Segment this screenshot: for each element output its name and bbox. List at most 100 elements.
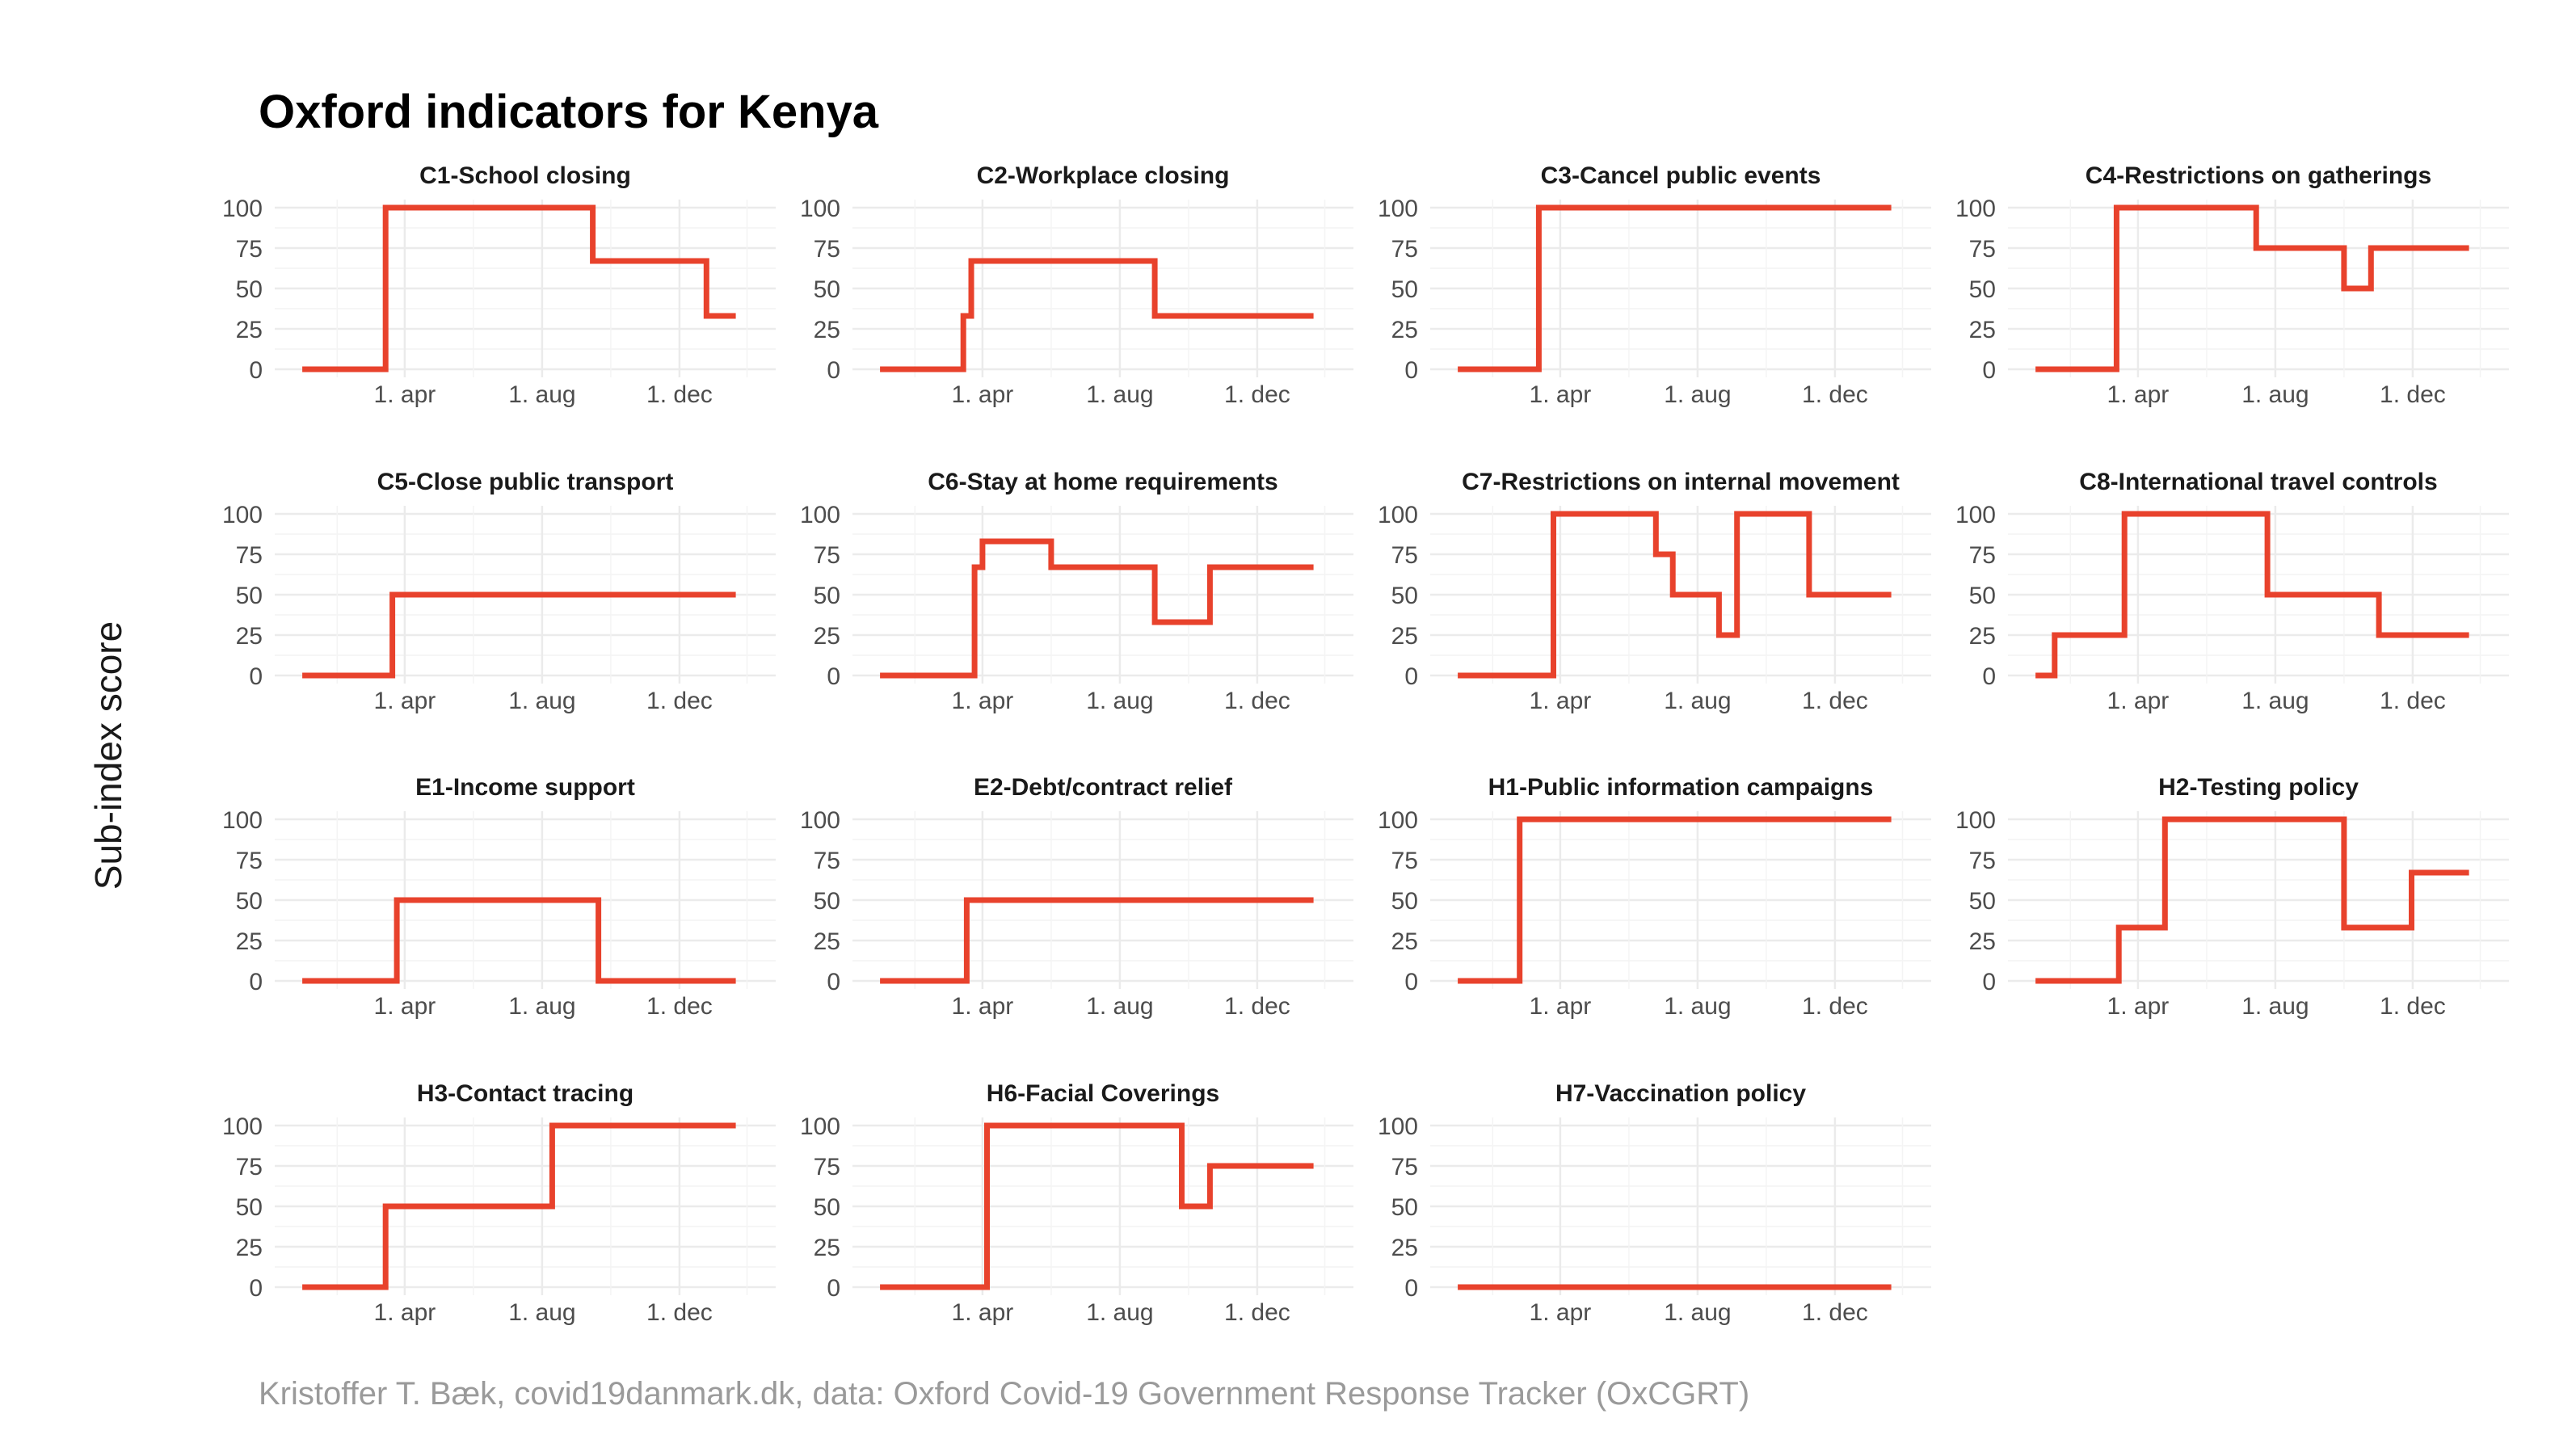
x-tick-label: 1. apr bbox=[2107, 688, 2170, 714]
x-tick-label: 1. dec bbox=[1802, 381, 1868, 408]
y-tick-label: 25 bbox=[236, 928, 263, 955]
y-tick-label: 0 bbox=[249, 969, 263, 995]
x-tick-label: 1. aug bbox=[1086, 381, 1153, 408]
y-tick-label: 25 bbox=[1391, 623, 1418, 650]
panel-title: C6-Stay at home requirements bbox=[928, 469, 1277, 495]
x-tick-label: 1. aug bbox=[2241, 688, 2309, 714]
y-tick-label: 50 bbox=[1969, 276, 1996, 303]
panel: C5-Close public transport 0 25 50 75 100 1. ap… bbox=[222, 469, 776, 714]
panel: H1-Public information campaigns 0 25 50 75 10… bbox=[1378, 774, 1931, 1020]
panel-title: H7-Vaccination policy bbox=[1555, 1080, 1806, 1107]
y-tick-label: 75 bbox=[1969, 236, 1996, 263]
panel-title: H2-Testing policy bbox=[2158, 774, 2359, 801]
y-tick-label: 25 bbox=[1969, 623, 1996, 650]
series-line bbox=[880, 258, 1314, 372]
y-tick-label: 25 bbox=[236, 1235, 263, 1261]
x-tick-label: 1. dec bbox=[1224, 381, 1290, 408]
panel-title: C2-Workplace closing bbox=[977, 162, 1230, 189]
y-tick-label: 100 bbox=[222, 807, 263, 834]
y-tick-label: 25 bbox=[1391, 928, 1418, 955]
y-tick-label: 0 bbox=[1404, 1275, 1418, 1302]
panel: C3-Cancel public events 0 25 50 75 100 1. apr 1… bbox=[1378, 162, 1931, 408]
y-tick-label: 50 bbox=[236, 888, 263, 915]
y-tick-label: 25 bbox=[814, 928, 840, 955]
y-tick-label: 100 bbox=[800, 502, 840, 528]
y-tick-label: 75 bbox=[1391, 848, 1418, 874]
y-tick-label: 25 bbox=[814, 623, 840, 650]
y-tick-label: 75 bbox=[814, 236, 840, 263]
x-tick-label: 1. dec bbox=[646, 688, 713, 714]
series-line bbox=[2035, 816, 2469, 984]
y-tick-label: 75 bbox=[1391, 542, 1418, 569]
series-line bbox=[880, 897, 1314, 984]
y-tick-label: 75 bbox=[1969, 848, 1996, 874]
y-tick-label: 75 bbox=[236, 1154, 263, 1180]
y-tick-label: 25 bbox=[814, 317, 840, 343]
x-tick-label: 1. aug bbox=[1086, 993, 1153, 1020]
x-tick-label: 1. apr bbox=[374, 993, 436, 1020]
x-tick-label: 1. aug bbox=[1664, 688, 1731, 714]
y-tick-label: 50 bbox=[1391, 583, 1418, 609]
x-tick-label: 1. aug bbox=[1664, 381, 1731, 408]
x-tick-label: 1. aug bbox=[1664, 993, 1731, 1020]
x-tick-label: 1. aug bbox=[1086, 1299, 1153, 1326]
x-tick-label: 1. dec bbox=[2380, 993, 2446, 1020]
y-tick-label: 100 bbox=[1955, 807, 1996, 834]
x-tick-label: 1. dec bbox=[646, 381, 713, 408]
y-tick-label: 0 bbox=[827, 969, 840, 995]
x-tick-label: 1. apr bbox=[374, 688, 436, 714]
panel-title: C1-School closing bbox=[419, 162, 631, 189]
x-tick-label: 1. aug bbox=[508, 1299, 575, 1326]
series-line bbox=[1458, 204, 1892, 372]
x-tick-label: 1. dec bbox=[646, 993, 713, 1020]
x-tick-label: 1. apr bbox=[2107, 381, 2170, 408]
panel: C4-Restrictions on gatherings 0 25 50 75 100 1… bbox=[1955, 162, 2509, 408]
series-line bbox=[302, 204, 736, 372]
y-tick-label: 25 bbox=[1391, 1235, 1418, 1261]
series-line bbox=[2035, 204, 2469, 372]
y-tick-label: 0 bbox=[827, 357, 840, 384]
x-tick-label: 1. apr bbox=[374, 1299, 436, 1326]
y-tick-label: 50 bbox=[1391, 888, 1418, 915]
panel: H7-Vaccination policy 0 25 50 75 100 1. apr 1. … bbox=[1378, 1080, 1931, 1326]
panel: H6-Facial Coverings 0 25 50 75 100 1. apr 1. au… bbox=[800, 1080, 1353, 1326]
y-tick-label: 25 bbox=[236, 317, 263, 343]
panel-title: C5-Close public transport bbox=[377, 469, 674, 495]
series-line bbox=[1458, 816, 1892, 984]
x-tick-label: 1. aug bbox=[2241, 381, 2309, 408]
x-tick-label: 1. dec bbox=[1802, 688, 1868, 714]
panel-title: H3-Contact tracing bbox=[417, 1080, 633, 1107]
x-tick-label: 1. apr bbox=[952, 381, 1014, 408]
y-tick-label: 100 bbox=[1378, 502, 1418, 528]
series-line bbox=[880, 538, 1314, 679]
y-tick-label: 75 bbox=[1391, 1154, 1418, 1180]
x-tick-label: 1. aug bbox=[508, 993, 575, 1020]
y-tick-label: 50 bbox=[1391, 276, 1418, 303]
y-tick-label: 100 bbox=[1378, 1113, 1418, 1140]
y-tick-label: 0 bbox=[827, 663, 840, 690]
series-line bbox=[302, 897, 736, 984]
chart-caption: Kristoffer T. Bæk, covid19danmark.dk, da… bbox=[259, 1376, 1749, 1412]
y-tick-label: 0 bbox=[1982, 357, 1996, 384]
panel-title: C8-International travel controls bbox=[2079, 469, 2437, 495]
y-tick-label: 0 bbox=[249, 663, 263, 690]
y-tick-label: 100 bbox=[222, 1113, 263, 1140]
y-tick-label: 75 bbox=[236, 848, 263, 874]
x-tick-label: 1. dec bbox=[2380, 381, 2446, 408]
y-tick-label: 100 bbox=[800, 1113, 840, 1140]
x-tick-label: 1. apr bbox=[1530, 381, 1592, 408]
x-tick-label: 1. dec bbox=[1802, 1299, 1868, 1326]
y-tick-label: 75 bbox=[814, 542, 840, 569]
y-tick-label: 100 bbox=[1955, 502, 1996, 528]
x-tick-label: 1. dec bbox=[2380, 688, 2446, 714]
x-tick-label: 1. apr bbox=[952, 993, 1014, 1020]
y-tick-label: 100 bbox=[800, 196, 840, 222]
x-tick-label: 1. aug bbox=[508, 381, 575, 408]
panel-title: C7-Restrictions on internal movement bbox=[1462, 469, 1900, 495]
panel: C2-Workplace closing 0 25 50 75 100 1. apr 1. a… bbox=[800, 162, 1353, 408]
panel: C6-Stay at home requirements 0 25 50 75 100 1.… bbox=[800, 469, 1353, 714]
y-tick-label: 0 bbox=[249, 1275, 263, 1302]
y-tick-label: 25 bbox=[1391, 317, 1418, 343]
